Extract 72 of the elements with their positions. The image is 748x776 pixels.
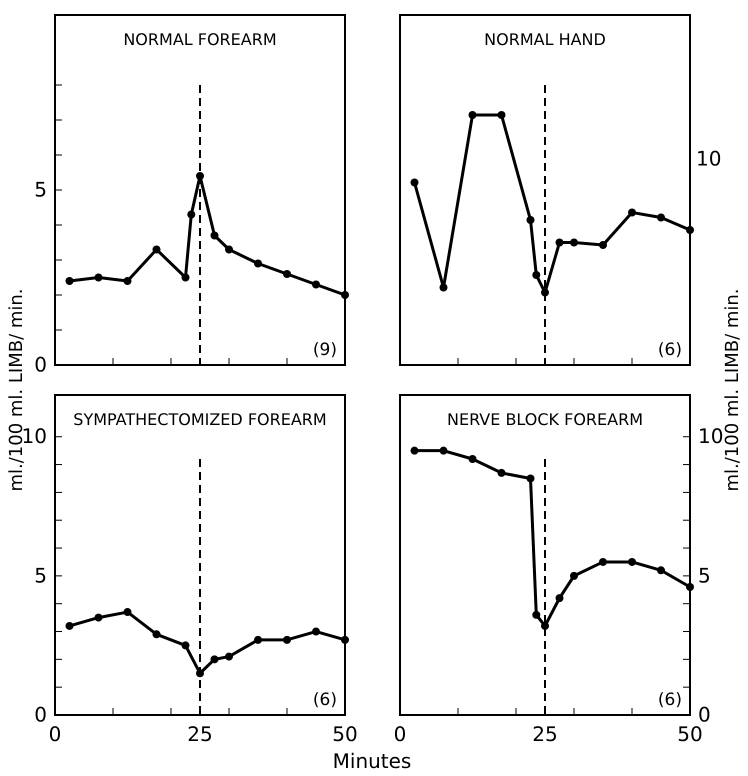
text: NORMAL FOREARM — [123, 30, 277, 49]
point — [225, 246, 233, 254]
point — [657, 566, 665, 574]
point — [254, 260, 262, 268]
point — [187, 210, 196, 218]
text: 10 — [696, 146, 722, 170]
text: SYMPATHECTOMIZED FOREARM — [73, 410, 327, 429]
annotation: (6) — [312, 690, 337, 710]
point — [556, 238, 564, 246]
point — [599, 241, 607, 249]
text: NERVE BLOCK FOREARM — [446, 410, 644, 429]
point — [66, 622, 74, 630]
point — [196, 669, 204, 678]
annotation: (6) — [658, 690, 682, 710]
point — [94, 614, 102, 622]
point — [254, 636, 262, 644]
annotation: (9) — [312, 340, 337, 360]
point — [196, 172, 204, 180]
point — [312, 628, 320, 636]
y2-tick-label: 10 — [698, 424, 724, 448]
point — [498, 468, 506, 477]
point — [182, 641, 190, 650]
point — [498, 111, 506, 119]
x-tick-label: 25 — [187, 722, 213, 746]
point — [66, 277, 74, 285]
point — [341, 636, 349, 644]
point — [468, 111, 476, 119]
y-tick-label: 0 — [34, 702, 47, 726]
point — [152, 630, 160, 638]
y2-tick-label: 5 — [698, 563, 711, 588]
point — [124, 277, 132, 285]
y-tick-label: 5 — [34, 563, 47, 588]
point — [283, 270, 291, 278]
point — [283, 636, 291, 644]
point — [210, 655, 218, 664]
x-tick-label: 50 — [332, 722, 358, 746]
point — [599, 558, 607, 566]
point — [657, 214, 665, 222]
point — [152, 246, 160, 254]
point — [628, 208, 636, 216]
point — [440, 284, 448, 292]
point — [440, 446, 448, 455]
x-axis-title: Minutes — [332, 749, 412, 773]
chart-title: NORMAL HAND — [484, 30, 606, 49]
y-tick-label: 5 — [34, 177, 47, 202]
y-tick-label: 0 — [34, 352, 47, 376]
point — [532, 271, 540, 279]
point — [468, 455, 476, 463]
point — [526, 216, 534, 224]
point — [182, 274, 190, 282]
point — [628, 558, 636, 566]
point — [556, 594, 564, 602]
point — [94, 274, 102, 282]
point — [532, 610, 540, 619]
point — [686, 226, 694, 234]
y2-axis-title: ml./100 ml. LIMB/ min. — [722, 288, 743, 492]
x-tick-label: 25 — [532, 722, 558, 746]
x-tick-label: 0 — [394, 722, 406, 746]
point — [410, 446, 418, 455]
point — [312, 280, 320, 288]
annotation: (6) — [658, 340, 682, 360]
point — [541, 622, 549, 630]
point — [225, 652, 233, 661]
point — [541, 288, 549, 296]
point — [686, 583, 694, 591]
point — [341, 291, 349, 299]
point — [526, 474, 534, 482]
point — [570, 572, 578, 580]
point — [124, 608, 132, 616]
point — [210, 232, 218, 240]
point — [410, 178, 418, 186]
point — [570, 238, 578, 246]
